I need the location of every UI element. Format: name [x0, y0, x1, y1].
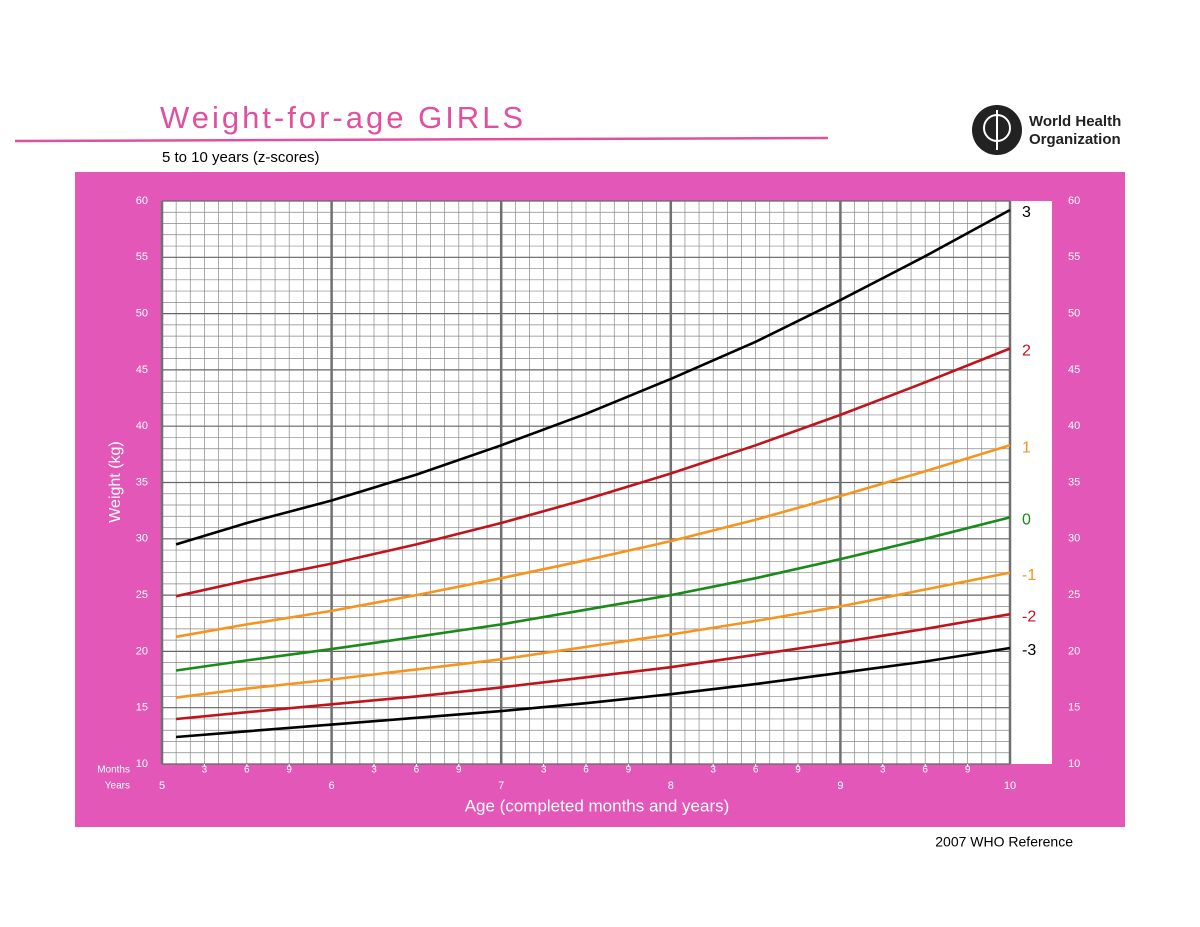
- x-row-label: Months: [97, 765, 130, 776]
- y-tick-label: 50: [1068, 308, 1080, 320]
- x-tick-label: 3: [710, 765, 716, 776]
- y-tick-label: 50: [136, 308, 148, 320]
- y-tick-label: 45: [136, 364, 148, 376]
- y-tick-label: 10: [136, 758, 148, 770]
- y-tick-label: 30: [136, 533, 148, 545]
- x-axis-label: Age (completed months and years): [465, 796, 730, 815]
- y-tick-label: 25: [1068, 589, 1080, 601]
- series-label: -2: [1022, 608, 1036, 625]
- x-tick-label: 3: [371, 765, 377, 776]
- y-tick-label: 45: [1068, 364, 1080, 376]
- x-tick-label: 8: [668, 780, 674, 792]
- series-label: 3: [1022, 204, 1031, 221]
- x-tick-label: 6: [583, 765, 589, 776]
- x-row-label: Years: [105, 781, 130, 792]
- title-rule: [14, 136, 829, 143]
- y-tick-label: 20: [136, 645, 148, 657]
- x-tick-label: 6: [753, 765, 759, 776]
- x-tick-label: 9: [795, 765, 801, 776]
- x-tick-label: 6: [414, 765, 420, 776]
- x-tick-label: 3: [202, 765, 208, 776]
- y-axis-label: Weight (kg): [107, 441, 124, 523]
- y-tick-label: 55: [136, 251, 148, 263]
- x-tick-label: 9: [626, 765, 632, 776]
- y-tick-label: 60: [1068, 195, 1080, 207]
- y-tick-label: 40: [1068, 420, 1080, 432]
- y-tick-label: 55: [1068, 251, 1080, 263]
- y-tick-label: 15: [1068, 702, 1080, 714]
- x-tick-label: 6: [329, 780, 335, 792]
- series-line: [175, 646, 1011, 739]
- x-tick-label: 6: [244, 765, 250, 776]
- source-note: 2007 WHO Reference: [935, 834, 1073, 850]
- logo-text: World Health: [1029, 113, 1121, 130]
- series-label: 0: [1022, 512, 1031, 529]
- y-tick-label: 35: [1068, 476, 1080, 488]
- series-label: 1: [1022, 440, 1031, 457]
- y-tick-label: 10: [1068, 758, 1080, 770]
- series-label: -1: [1022, 567, 1036, 584]
- chart-subtitle: 5 to 10 years (z-scores): [162, 149, 320, 166]
- series-label: -3: [1022, 642, 1036, 659]
- y-tick-label: 40: [136, 420, 148, 432]
- chart-title: Weight-for-age GIRLS: [160, 100, 526, 135]
- series-line: [175, 444, 1011, 639]
- series-line: [175, 516, 1011, 672]
- x-tick-label: 9: [456, 765, 462, 776]
- y-tick-label: 25: [136, 589, 148, 601]
- x-tick-label: 9: [837, 780, 843, 792]
- series-line: [175, 612, 1011, 721]
- x-tick-label: 6: [922, 765, 928, 776]
- y-tick-label: 20: [1068, 645, 1080, 657]
- x-tick-label: 9: [965, 765, 971, 776]
- y-tick-label: 15: [136, 702, 148, 714]
- series-line: [175, 571, 1011, 699]
- logo: World Health Organization: [972, 105, 1121, 155]
- y-tick-label: 35: [136, 476, 148, 488]
- series-line: [175, 347, 1011, 598]
- x-tick-label: 10: [1004, 780, 1016, 792]
- series-label: 2: [1022, 343, 1031, 360]
- x-tick-label: 3: [880, 765, 886, 776]
- series-line: [175, 208, 1011, 546]
- x-tick-label: 9: [286, 765, 292, 776]
- y-tick-label: 30: [1068, 533, 1080, 545]
- logo-text: Organization: [1029, 131, 1121, 148]
- x-tick-label: 7: [498, 780, 504, 792]
- x-tick-label: 3: [541, 765, 547, 776]
- y-tick-label: 60: [136, 195, 148, 207]
- x-tick-label: 5: [159, 780, 165, 792]
